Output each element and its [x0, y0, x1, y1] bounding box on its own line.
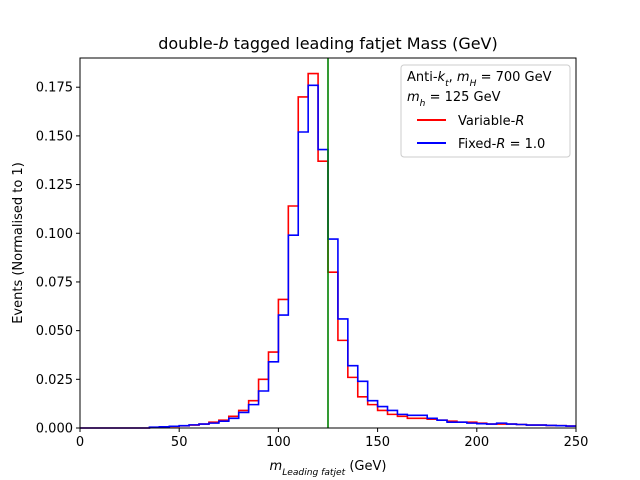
y-tick-label: 0.075 — [36, 275, 73, 290]
legend-label-fixed-r: Fixed-R = 1.0 — [458, 137, 545, 152]
legend-box — [400, 64, 571, 158]
y-tick-label: 0.125 — [36, 178, 73, 193]
x-tick-label: 0 — [76, 435, 84, 450]
y-tick-label: 0.050 — [36, 324, 73, 339]
y-tick-label: 0.150 — [36, 129, 73, 144]
y-tick-label: 0.175 — [36, 81, 73, 96]
y-tick-label: 0.000 — [36, 422, 73, 437]
y-axis-label: Events (Normalised to 1) — [11, 162, 26, 324]
legend-header-line-2: mh = 125 GeV — [407, 90, 501, 109]
chart-title: double-b tagged leading fatjet Mass (GeV… — [158, 34, 498, 53]
x-tick-label: 250 — [564, 435, 589, 450]
x-tick-label: 100 — [266, 435, 291, 450]
legend-header-line-1: Anti-kt, mH = 700 GeV — [407, 70, 552, 89]
x-tick-label: 200 — [464, 435, 489, 450]
series-line-fixed-r-1-0 — [80, 84, 576, 429]
legend: Anti-kt, mH = 700 GeV mh = 125 GeV Varia… — [400, 64, 571, 158]
y-axis: 0.000 0.025 0.050 0.075 0.100 0.125 0.150 0.175 — [36, 81, 80, 437]
x-axis-label: mLeading fatjet (GeV) — [270, 459, 387, 478]
legend-label-variable-r: Variable-R — [458, 114, 524, 129]
y-tick-label: 0.100 — [36, 227, 73, 242]
x-tick-label: 150 — [365, 435, 390, 450]
plot-frame — [79, 57, 577, 429]
x-axis: 0 50 100 150 200 250 — [76, 428, 589, 450]
y-tick-label: 0.025 — [36, 373, 73, 388]
x-tick-label: 50 — [171, 435, 188, 450]
